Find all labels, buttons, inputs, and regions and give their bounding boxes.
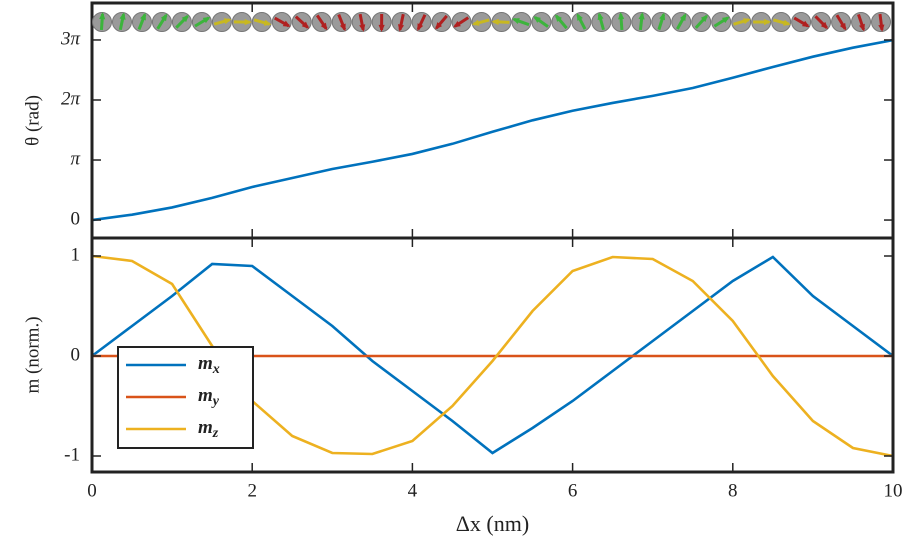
y-tick-label: π [70,148,80,169]
spin [872,13,891,32]
spin [132,13,151,32]
spin [372,13,391,32]
spin [332,13,351,32]
spin [712,13,731,32]
spin [432,13,451,32]
spin [732,13,751,32]
x-tick-label: 2 [247,480,257,501]
spin [272,13,291,32]
spin [852,13,871,32]
spin [112,12,131,31]
chart: 0π2π3πθ (rad)-1010246810m (norm.)Δx (nm)… [0,0,908,554]
spin [792,13,811,32]
spin [172,13,191,32]
y-tick-label: -1 [64,444,80,465]
spin [572,13,591,32]
y-tick-label: 1 [71,244,81,265]
spin [472,13,491,32]
spin [412,13,431,32]
y-tick-label: 0 [71,208,81,229]
spin [552,13,571,32]
spin [772,13,791,32]
spin [612,12,631,31]
spin [512,13,531,32]
x-tick-label: 0 [87,480,97,501]
x-tick-label: 8 [728,480,738,501]
y-axis-label: θ (rad) [22,95,43,146]
spin [232,13,251,32]
spin [192,13,211,32]
spin [532,13,551,32]
y-tick-label: 0 [71,344,81,365]
data-line [92,40,893,220]
plot-frame [92,3,893,238]
spin [212,13,231,32]
y-tick-label: 3π [60,28,81,49]
y-tick-label: 2π [61,88,81,109]
y-axis-label: m (norm.) [22,316,43,393]
x-tick-label: 10 [884,480,903,501]
spin [452,13,471,32]
spin [812,13,831,32]
spin [491,13,510,32]
spin [752,13,771,32]
spin [632,12,651,31]
spin [832,13,851,32]
spin [252,13,271,32]
spin [352,13,371,32]
spin [292,13,311,32]
spin [152,13,171,32]
spin [672,13,691,32]
spin [93,12,112,31]
spin [692,13,711,32]
x-tick-label: 4 [408,480,418,501]
spin [652,12,671,31]
x-tick-label: 6 [568,480,578,501]
spin [392,13,411,32]
spin [592,12,611,31]
spin [312,13,331,32]
x-axis-label: Δx (nm) [456,511,529,536]
